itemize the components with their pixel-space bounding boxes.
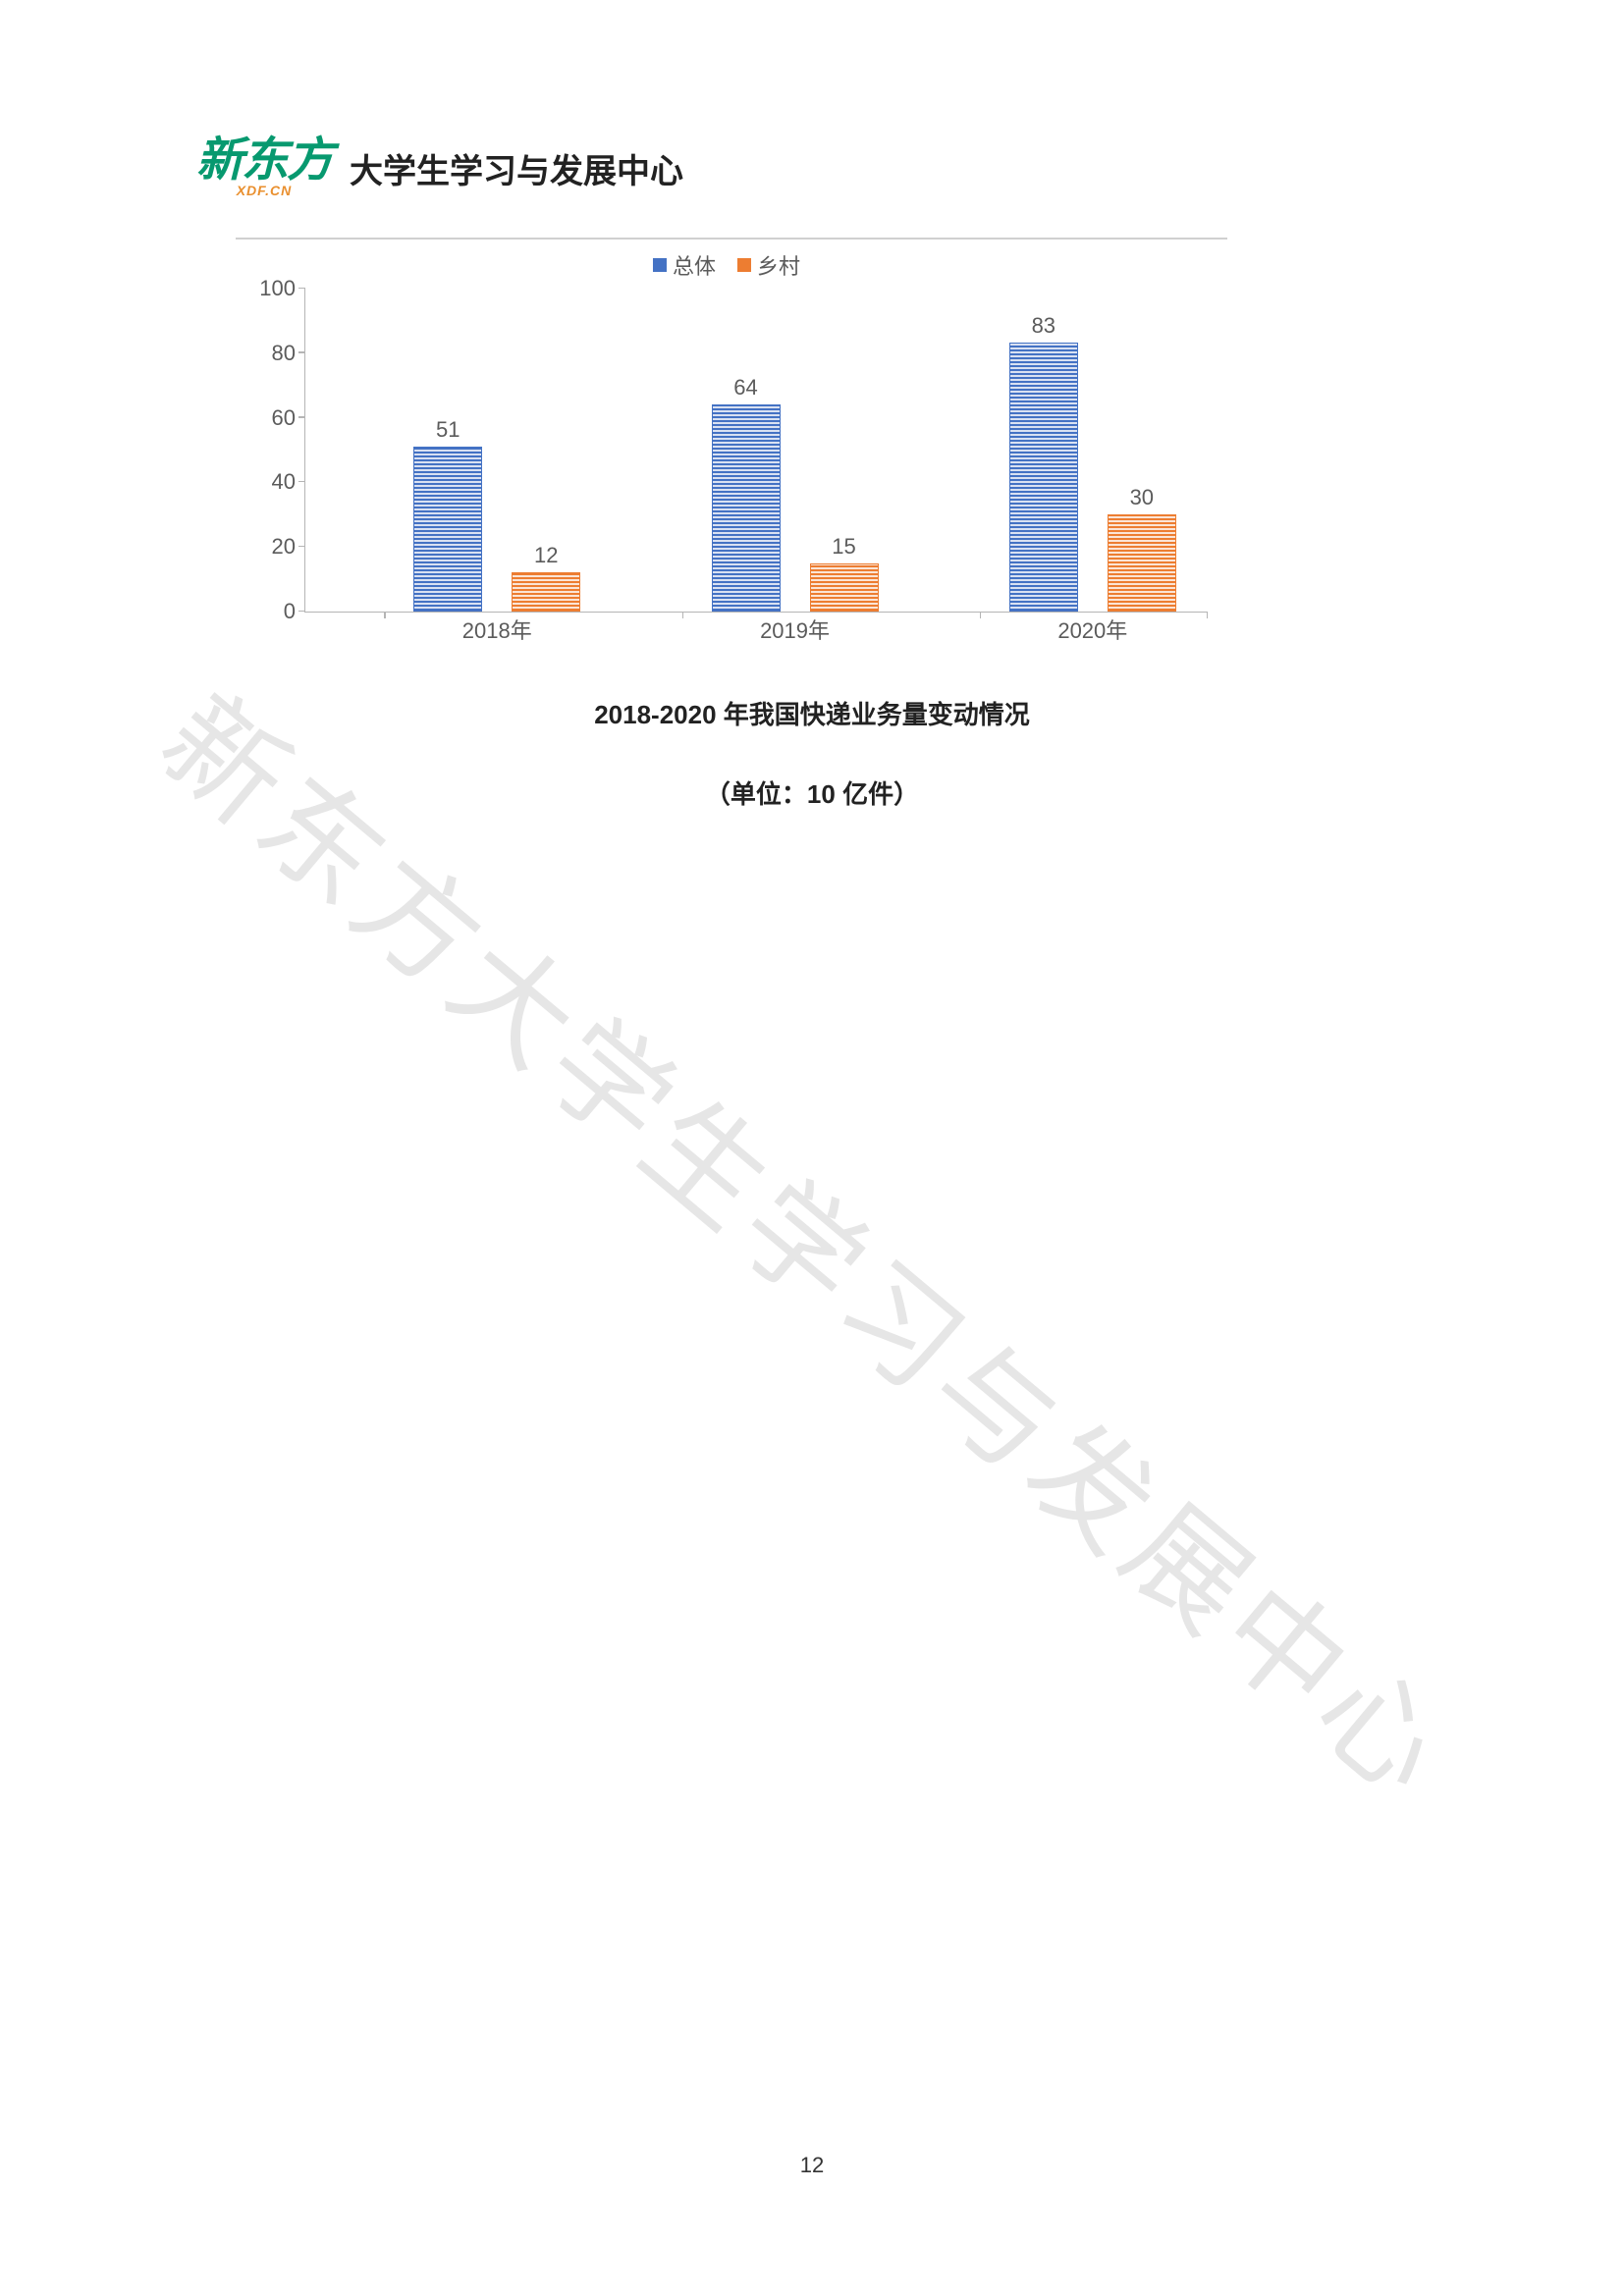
bar-group: 51 12 xyxy=(413,447,580,612)
legend-item: 乡村 xyxy=(737,249,800,281)
y-axis-tick-label: 20 xyxy=(251,534,296,560)
bar-value-label: 64 xyxy=(733,375,757,400)
bar: 51 xyxy=(413,447,482,612)
bar-value-label: 51 xyxy=(436,417,460,443)
bar-fill xyxy=(512,572,580,612)
bar-value-label: 12 xyxy=(534,543,558,568)
legend-item: 总体 xyxy=(653,249,716,281)
bar-chart: 总体乡村 02040608010051122018年64152019年83302… xyxy=(236,249,1218,652)
bar: 64 xyxy=(712,404,781,612)
logo-sub-text: XDF.CN xyxy=(237,183,293,198)
brand-logo: 新东方 XDF.CN xyxy=(196,137,332,198)
bar: 30 xyxy=(1108,514,1176,612)
y-axis-tick-mark xyxy=(298,351,305,353)
header-title: 大学生学习与发展中心 xyxy=(350,144,683,192)
chart-title: 2018-2020 年我国快递业务量变动情况 xyxy=(196,695,1428,731)
legend-swatch xyxy=(737,258,751,272)
y-axis-tick-label: 100 xyxy=(251,276,296,301)
bar-fill xyxy=(712,404,781,612)
x-axis-label: 2020年 xyxy=(1057,614,1127,645)
bar-group: 64 15 xyxy=(712,404,879,612)
bar: 15 xyxy=(810,563,879,613)
page-header: 新东方 XDF.CN 大学生学习与发展中心 xyxy=(196,137,1428,198)
logo-main-text: 新东方 xyxy=(196,137,332,185)
bar-fill xyxy=(413,447,482,612)
bar-fill xyxy=(1009,343,1078,612)
x-axis-label: 2019年 xyxy=(760,614,830,645)
y-axis-tick-mark xyxy=(298,546,305,548)
chart-legend: 总体 乡村 xyxy=(653,249,800,281)
bar: 12 xyxy=(512,572,580,612)
y-axis-tick-mark xyxy=(298,611,305,613)
y-axis-tick-mark xyxy=(298,481,305,483)
x-axis-label: 2018年 xyxy=(462,614,532,645)
chart-container: 总体乡村 02040608010051122018年64152019年83302… xyxy=(236,238,1227,652)
x-axis-tick-mark xyxy=(384,612,386,618)
legend-label: 总体 xyxy=(673,249,716,281)
chart-unit: （单位：10 亿件） xyxy=(196,774,1428,811)
bar-group: 83 30 xyxy=(1009,343,1176,612)
x-axis-tick-mark xyxy=(1207,612,1209,618)
watermark-text: 新东方大学生学习与发展中心 xyxy=(132,650,1493,1831)
y-axis-tick-label: 80 xyxy=(251,341,296,366)
y-axis-tick-label: 40 xyxy=(251,469,296,495)
bar-value-label: 15 xyxy=(832,534,855,560)
x-axis-tick-mark xyxy=(682,612,684,618)
y-axis-tick-mark xyxy=(298,416,305,418)
legend-label: 乡村 xyxy=(757,249,800,281)
y-axis-tick-mark xyxy=(298,288,305,290)
x-axis-tick-mark xyxy=(980,612,982,618)
bar-fill xyxy=(810,563,879,613)
y-axis-tick-label: 60 xyxy=(251,405,296,431)
bar-value-label: 83 xyxy=(1032,313,1056,339)
bar-value-label: 30 xyxy=(1130,485,1154,510)
y-axis-tick-label: 0 xyxy=(251,599,296,624)
plot-area: 02040608010051122018年64152019年83302020年 xyxy=(304,289,1208,613)
legend-swatch xyxy=(653,258,667,272)
page-number: 12 xyxy=(800,2153,824,2178)
bar: 83 xyxy=(1009,343,1078,612)
bar-fill xyxy=(1108,514,1176,612)
